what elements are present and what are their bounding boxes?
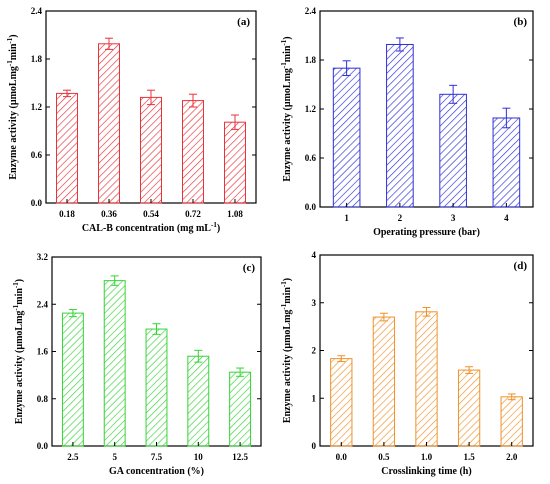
bar (386, 43, 414, 208)
x-tick-label: 0.54 (143, 209, 159, 219)
y-tick-label: 0.6 (31, 150, 43, 160)
x-axis-title: CAL-B concentration (mg mL-1) (82, 221, 220, 234)
x-axis-title: Crosslinking time (h) (381, 466, 471, 477)
y-tick-label: 1.8 (31, 54, 43, 64)
y-axis-title: Enzyme activity (µmoLmg-1min-1) (280, 36, 293, 181)
bar (332, 67, 361, 208)
bar (500, 396, 523, 447)
y-tick-label: 0.8 (37, 394, 49, 404)
bar (103, 280, 126, 447)
y-tick-label: 2 (312, 346, 317, 356)
y-tick-label: 0 (312, 441, 317, 451)
y-tick-label: 4 (312, 250, 317, 260)
x-tick-label: 4 (504, 213, 509, 223)
x-tick-label: 12.5 (232, 452, 248, 462)
y-tick-label: 0.0 (305, 202, 317, 212)
bar (56, 92, 78, 204)
bar (372, 316, 396, 447)
x-tick-label: 7.5 (151, 452, 163, 462)
chart-panel-b: 0.0 0.6 1.2 1.8 2.4 1 2 3 4 (b) Operating pressure… (280, 6, 534, 238)
y-axis-title: Enzyme activity (µmoLmg-1min-1) (280, 278, 293, 423)
y-axis-title: Enzyme activity (µmoLmg-1min-1) (12, 279, 25, 424)
x-tick-label: 5 (112, 452, 117, 462)
x-tick-label: 2.5 (67, 452, 79, 462)
bar (61, 312, 84, 447)
chart-panel-c: 0.0 0.8 1.6 2.4 3.2 2.5 5 7.5 10 12.5 (c) GA concen… (12, 252, 262, 477)
bar (492, 117, 521, 208)
x-tick-label: 1.0 (421, 452, 433, 462)
x-tick-label: 0.36 (101, 209, 117, 219)
y-tick-label: 0.6 (305, 153, 317, 163)
x-tick-label: 0.72 (185, 209, 201, 219)
bar (457, 369, 481, 447)
bar (182, 100, 204, 204)
x-axis-title: GA concentration (%) (109, 466, 204, 477)
x-tick-label: 0.5 (378, 452, 390, 462)
bar (439, 93, 467, 208)
x-tick-label: 3 (451, 213, 456, 223)
panel-label: (c) (243, 262, 256, 274)
bar (229, 371, 252, 447)
y-tick-label: 0.0 (37, 441, 49, 451)
x-tick-label: 2 (398, 213, 403, 223)
bar (145, 328, 168, 447)
y-tick-label: 2.4 (37, 299, 49, 309)
y-tick-label: 1.6 (37, 347, 49, 357)
y-tick-label: 2.4 (305, 6, 317, 16)
x-tick-label: 2.0 (506, 452, 518, 462)
x-tick-label: 1 (344, 213, 349, 223)
y-tick-label: 2.4 (31, 6, 43, 16)
bar (140, 96, 162, 204)
y-tick-label: 1.8 (305, 55, 317, 65)
bar (415, 311, 438, 447)
panel-label: (a) (237, 16, 250, 28)
y-tick-label: 0.0 (31, 198, 43, 208)
chart-panel-d: 0 1 2 3 4 0.0 0.5 1.0 1.5 2.0 (d) Crosslinking time… (280, 250, 534, 477)
y-tick-label: 1.2 (31, 102, 43, 112)
bar (330, 358, 353, 447)
y-axis-title: Enzyme activity (µmoLmg-1min-1) (6, 34, 19, 179)
y-tick-label: 1 (312, 393, 317, 403)
chart-panel-a: 0.0 0.6 1.2 1.8 2.4 0.18 0.36 0.54 0.72 1.08 (a) CA… (6, 6, 257, 234)
y-tick-label: 3 (312, 298, 317, 308)
x-tick-label: 0.18 (59, 209, 75, 219)
bar (187, 355, 210, 447)
y-tick-label: 1.2 (305, 104, 317, 114)
x-tick-label: 1.08 (227, 209, 243, 219)
y-tick-label: 3.2 (37, 252, 49, 262)
x-tick-label: 10 (194, 452, 204, 462)
panel-label: (d) (514, 260, 528, 272)
bar (98, 43, 120, 204)
x-tick-label: 1.5 (463, 452, 475, 462)
panel-label: (b) (514, 16, 528, 28)
x-tick-label: 0.0 (336, 452, 348, 462)
bar (224, 121, 246, 204)
x-axis-title: Operating pressure (bar) (373, 227, 480, 238)
